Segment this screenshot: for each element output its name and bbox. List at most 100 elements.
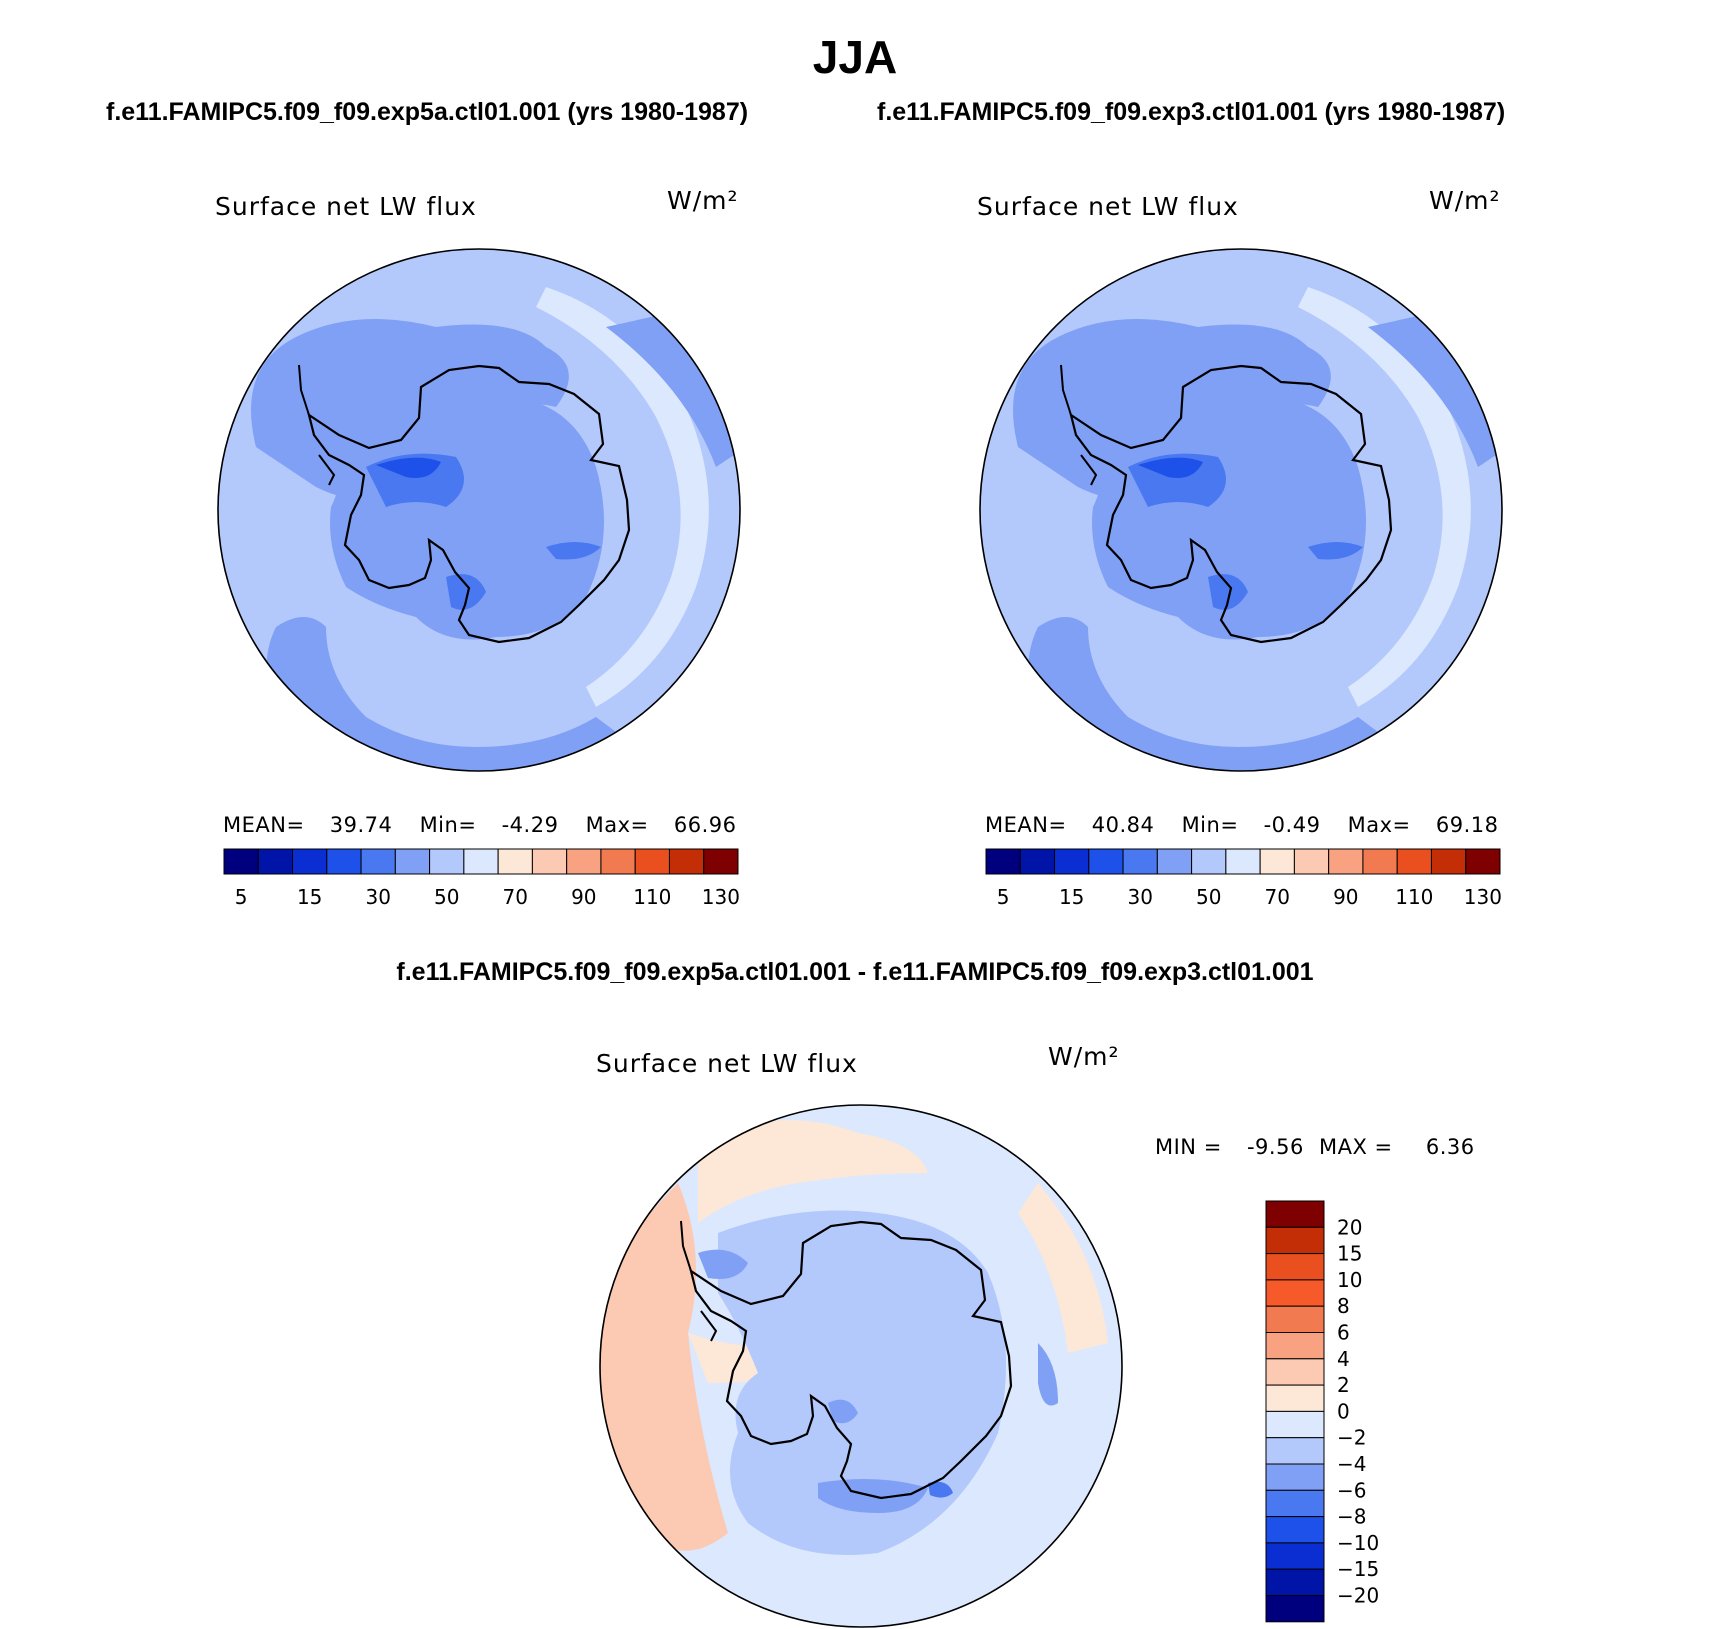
panel1-min-label: Min=: [419, 813, 477, 837]
colorbar-tick-label: 50: [1196, 885, 1221, 909]
map-border: [979, 248, 1503, 772]
field-region: [698, 1120, 928, 1223]
panel1-variable-label: Surface net LW flux: [215, 192, 477, 221]
field-region: [606, 307, 740, 467]
panel3-min-label: MIN =: [1155, 1135, 1222, 1159]
colorbar-tick-label: 5: [235, 885, 248, 909]
colorbar-box: [1225, 848, 1261, 875]
colorbar-tick-label: 15: [1059, 885, 1084, 909]
main-title: JJA: [812, 31, 898, 83]
colorbar-box: [1088, 848, 1124, 875]
field-region: [1368, 307, 1502, 467]
field-region: [536, 287, 709, 707]
colorbar-box: [292, 848, 328, 875]
panel2-polar-map: [979, 248, 1503, 772]
colorbar-tick-label: 10: [1337, 1268, 1362, 1292]
colorbar-box: [634, 848, 670, 875]
colorbar-box: [1465, 848, 1501, 875]
field-layer: [218, 249, 740, 771]
colorbar-box: [1265, 1358, 1325, 1386]
field-region: [698, 1249, 748, 1279]
left-run-title: f.e11.FAMIPC5.f09_f09.exp5a.ctl01.001 (y…: [106, 98, 749, 126]
colorbar-tick-label: 90: [1333, 885, 1358, 909]
colorbar-box: [1054, 848, 1090, 875]
panel1-stats: MEAN= 39.74 Min= -4.29 Max= 66.96: [223, 813, 736, 837]
colorbar-box: [1265, 1463, 1325, 1491]
panel2-colorbar: 5 15 30 50 70 90 110 130: [985, 848, 1501, 909]
field-region: [1084, 357, 1366, 640]
colorbar-tick-label: 70: [1265, 885, 1290, 909]
colorbar-tick-label: 30: [1127, 885, 1152, 909]
colorbar-box: [1265, 1305, 1325, 1333]
colorbar-tick-label: 110: [1395, 885, 1433, 909]
colorbar-box: [1430, 848, 1467, 875]
panel3-stats: MIN = -9.56 MAX = 6.36: [1155, 1135, 1475, 1159]
colorbar-tick-label: −10: [1337, 1531, 1379, 1555]
colorbar-box: [1122, 848, 1158, 875]
colorbar-tick-label: −8: [1337, 1505, 1366, 1529]
field-region: [718, 1210, 1006, 1555]
panel2-mean-value: 40.84: [1091, 813, 1155, 837]
map-border: [217, 248, 741, 772]
colorbar-box: [1265, 1410, 1325, 1439]
panel2-units-label: W/m²: [1429, 186, 1501, 215]
colorbar-box: [1019, 848, 1056, 875]
peninsula-coastline: [298, 364, 336, 486]
panel1-mean-label: MEAN=: [223, 813, 305, 837]
colorbar-box: [566, 848, 602, 875]
panel1-polar-map: [217, 248, 741, 772]
colorbar-tick-label: 70: [503, 885, 528, 909]
colorbar-box: [429, 848, 465, 875]
panel1-colorbar: 5 15 30 50 70 90 110 130: [223, 848, 739, 909]
colorbar-box: [360, 848, 396, 875]
colorbar-tick-label: −15: [1337, 1557, 1379, 1581]
panel2-mean-label: MEAN=: [985, 813, 1067, 837]
panel3-min-value: -9.56: [1246, 1135, 1304, 1159]
field-region: [446, 574, 486, 610]
colorbar-tick-label: 30: [365, 885, 390, 909]
field-region: [546, 542, 601, 560]
colorbar-tick-label: 2: [1337, 1373, 1350, 1397]
panel1-mean-value: 39.74: [329, 813, 393, 837]
difference-title: f.e11.FAMIPC5.f09_f09.exp5a.ctl01.001 - …: [396, 958, 1314, 986]
colorbar-box: [1265, 1437, 1325, 1465]
colorbar-box: [497, 848, 533, 875]
colorbar-box: [1265, 1279, 1325, 1307]
colorbar-box: [668, 848, 705, 875]
colorbar-box: [600, 848, 636, 875]
colorbar-tick-label: −20: [1337, 1584, 1379, 1608]
colorbar-box: [1265, 1516, 1325, 1544]
field-region: [1208, 574, 1248, 610]
colorbar-box: [1265, 1200, 1325, 1228]
colorbar-tick-label: 4: [1337, 1347, 1350, 1371]
colorbar-box: [326, 848, 362, 875]
panel2-max-label: Max=: [1347, 813, 1411, 837]
field-region: [376, 457, 441, 478]
colorbar-tick-label: 6: [1337, 1321, 1350, 1345]
colorbar-box: [1156, 848, 1193, 875]
panel1-min-value: -4.29: [501, 813, 559, 837]
panel1-units-label: W/m²: [667, 186, 739, 215]
panel2-min-label: Min=: [1181, 813, 1239, 837]
field-region: [1138, 457, 1203, 478]
panel2-stats: MEAN= 40.84 Min= -0.49 Max= 69.18: [985, 813, 1498, 837]
colorbar-tick-label: 130: [1464, 885, 1501, 909]
field-region: [1308, 542, 1363, 560]
colorbar-box: [1265, 1489, 1325, 1518]
colorbar-tick-label: 50: [434, 885, 459, 909]
colorbar-box: [1362, 848, 1398, 875]
colorbar-tick-label: 20: [1337, 1215, 1362, 1239]
colorbar-box: [1328, 848, 1364, 875]
field-region: [1018, 1183, 1108, 1353]
colorbar-tick-label: 15: [1337, 1242, 1362, 1266]
field-region: [1038, 1343, 1058, 1406]
field-region: [322, 357, 604, 640]
panel2-min-value: -0.49: [1263, 813, 1321, 837]
colorbar-box: [1259, 848, 1295, 875]
colorbar-box: [1265, 1332, 1325, 1360]
colorbar-box: [394, 848, 431, 875]
field-layer: [600, 1105, 1122, 1627]
colorbar-box: [985, 848, 1021, 875]
panel2-max-value: 69.18: [1435, 813, 1499, 837]
colorbar-box: [531, 848, 568, 875]
